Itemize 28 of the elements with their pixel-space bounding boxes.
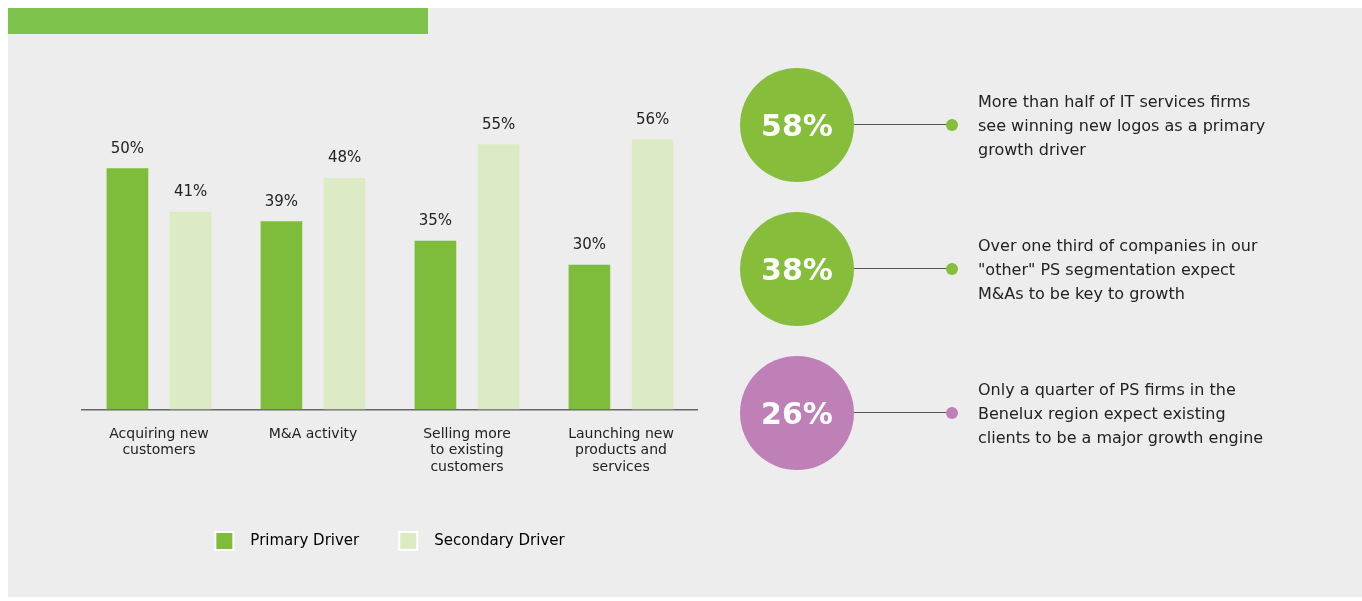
x-tick-label: Acquiring new customers <box>109 424 209 458</box>
x-tick-label: M&A activity <box>268 424 358 441</box>
bar <box>323 177 366 410</box>
circle-badge: 58% <box>740 68 854 182</box>
category-label: Over one third of companies in our "other" PS segmentation expect M&As to be key to growth <box>978 235 1259 305</box>
data-label: 50% <box>110 138 145 157</box>
data-label: 56% <box>635 109 670 128</box>
bar <box>169 211 212 410</box>
data-label: 35% <box>418 211 453 230</box>
data-label: 30% <box>572 235 607 254</box>
bar <box>414 240 457 410</box>
circle-badge: 38% <box>740 212 854 326</box>
legend-label: Secondary Driver <box>424 530 566 549</box>
data-label: 48% <box>327 148 362 167</box>
bar <box>631 139 674 410</box>
circle-badge: 26% <box>740 356 854 470</box>
bar <box>260 221 303 410</box>
bar <box>477 144 520 410</box>
category-label: Only a quarter of PS firms in the Benelux region expect existing clients to be a major growth engine <box>978 379 1265 449</box>
bar <box>106 168 149 410</box>
data-label: 55% <box>481 114 516 133</box>
data-label: 39% <box>264 191 299 210</box>
data-label: 41% <box>173 182 208 201</box>
x-tick-label: Selling more to existing customers <box>423 424 511 475</box>
bar <box>568 264 611 410</box>
x-tick-label: Launching new products and services <box>568 424 674 475</box>
category-label: More than half of IT services firms see winning new logos as a primary growth driver <box>978 91 1267 161</box>
legend-label: Primary Driver <box>240 530 361 549</box>
